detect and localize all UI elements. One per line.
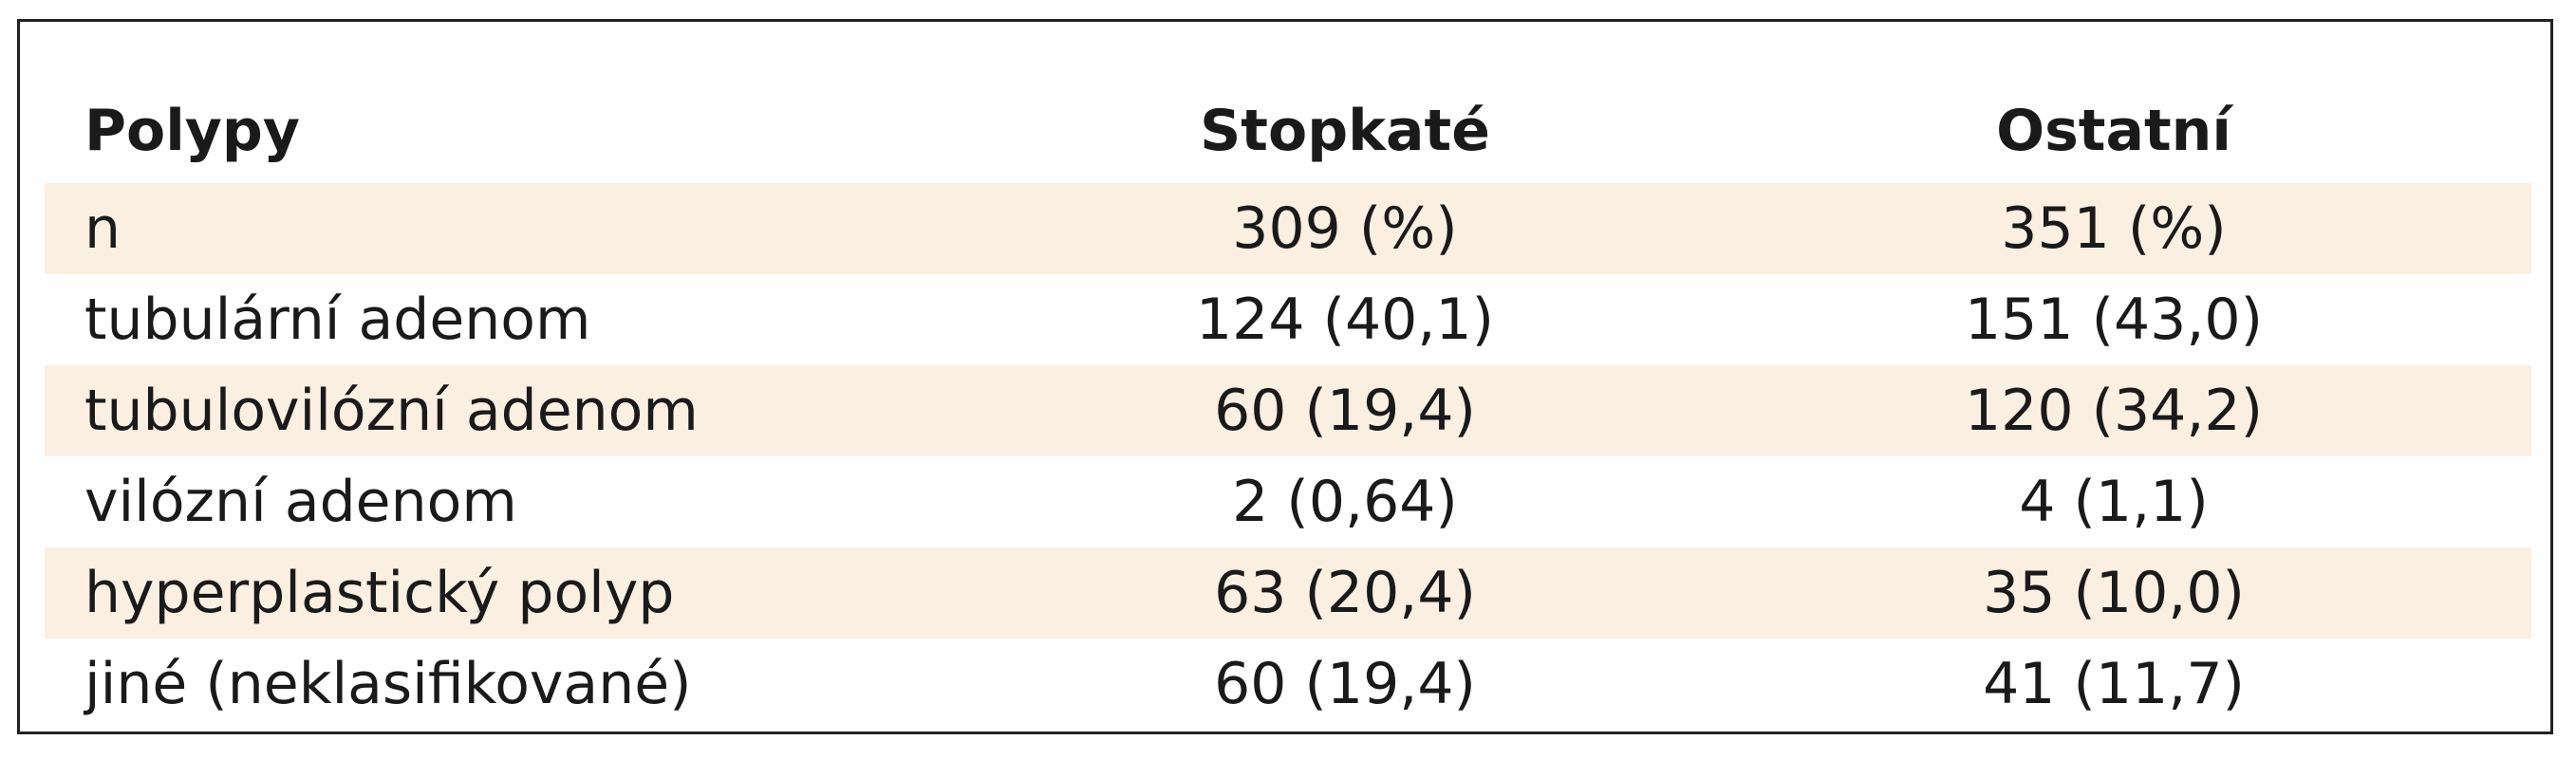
cell-stopkate: 2 (0,64) — [1232, 469, 1458, 535]
table-frame: Polypy Stopkaté Ostatní n 309 (%) 351 (%… — [17, 19, 2553, 734]
cell-stopkate: 309 (%) — [994, 183, 1696, 274]
cell-ostatni: 120 (34,2) — [1696, 365, 2531, 456]
table-row: hyperplastický polyp 63 (20,4) 35 (10,0) — [45, 547, 2531, 639]
header-polypy: Polypy — [84, 98, 300, 164]
row-label: vilózní adenom — [84, 469, 517, 535]
row-label: n — [45, 183, 994, 274]
header-stopkate: Stopkaté — [1200, 98, 1490, 164]
table-row: n 309 (%) 351 (%) — [45, 183, 2531, 274]
cell-ostatni: 351 (%) — [1696, 183, 2531, 274]
row-label: tubulární adenom — [84, 287, 591, 353]
row-label: jiné (neklasifikované) — [84, 651, 692, 717]
cell-stopkate: 124 (40,1) — [1195, 287, 1494, 353]
row-label: hyperplastický polyp — [45, 547, 994, 639]
cell-stopkate: 60 (19,4) — [994, 365, 1696, 456]
table-row: tubulární adenom 124 (40,1) 151 (43,0) — [45, 274, 2531, 365]
row-label: tubulovilózní adenom — [45, 365, 994, 456]
table-row: jiné (neklasifikované) 60 (19,4) 41 (11,… — [45, 639, 2531, 730]
table-row: vilózní adenom 2 (0,64) 4 (1,1) — [45, 456, 2531, 547]
cell-ostatni: 35 (10,0) — [1696, 547, 2531, 639]
table-body: n 309 (%) 351 (%) tubulární adenom 124 (… — [45, 183, 2531, 730]
header-row: Polypy Stopkaté Ostatní — [45, 79, 2531, 183]
table-row: tubulovilózní adenom 60 (19,4) 120 (34,2… — [45, 365, 2531, 456]
cell-stopkate: 60 (19,4) — [1214, 651, 1476, 717]
polyp-table: Polypy Stopkaté Ostatní n 309 (%) 351 (%… — [45, 79, 2531, 730]
header-ostatni: Ostatní — [1996, 98, 2231, 164]
cell-ostatni: 4 (1,1) — [2019, 469, 2209, 535]
cell-ostatni: 151 (43,0) — [1964, 287, 2263, 353]
cell-stopkate: 63 (20,4) — [994, 547, 1696, 639]
table-header: Polypy Stopkaté Ostatní — [45, 79, 2531, 183]
cell-ostatni: 41 (11,7) — [1983, 651, 2245, 717]
